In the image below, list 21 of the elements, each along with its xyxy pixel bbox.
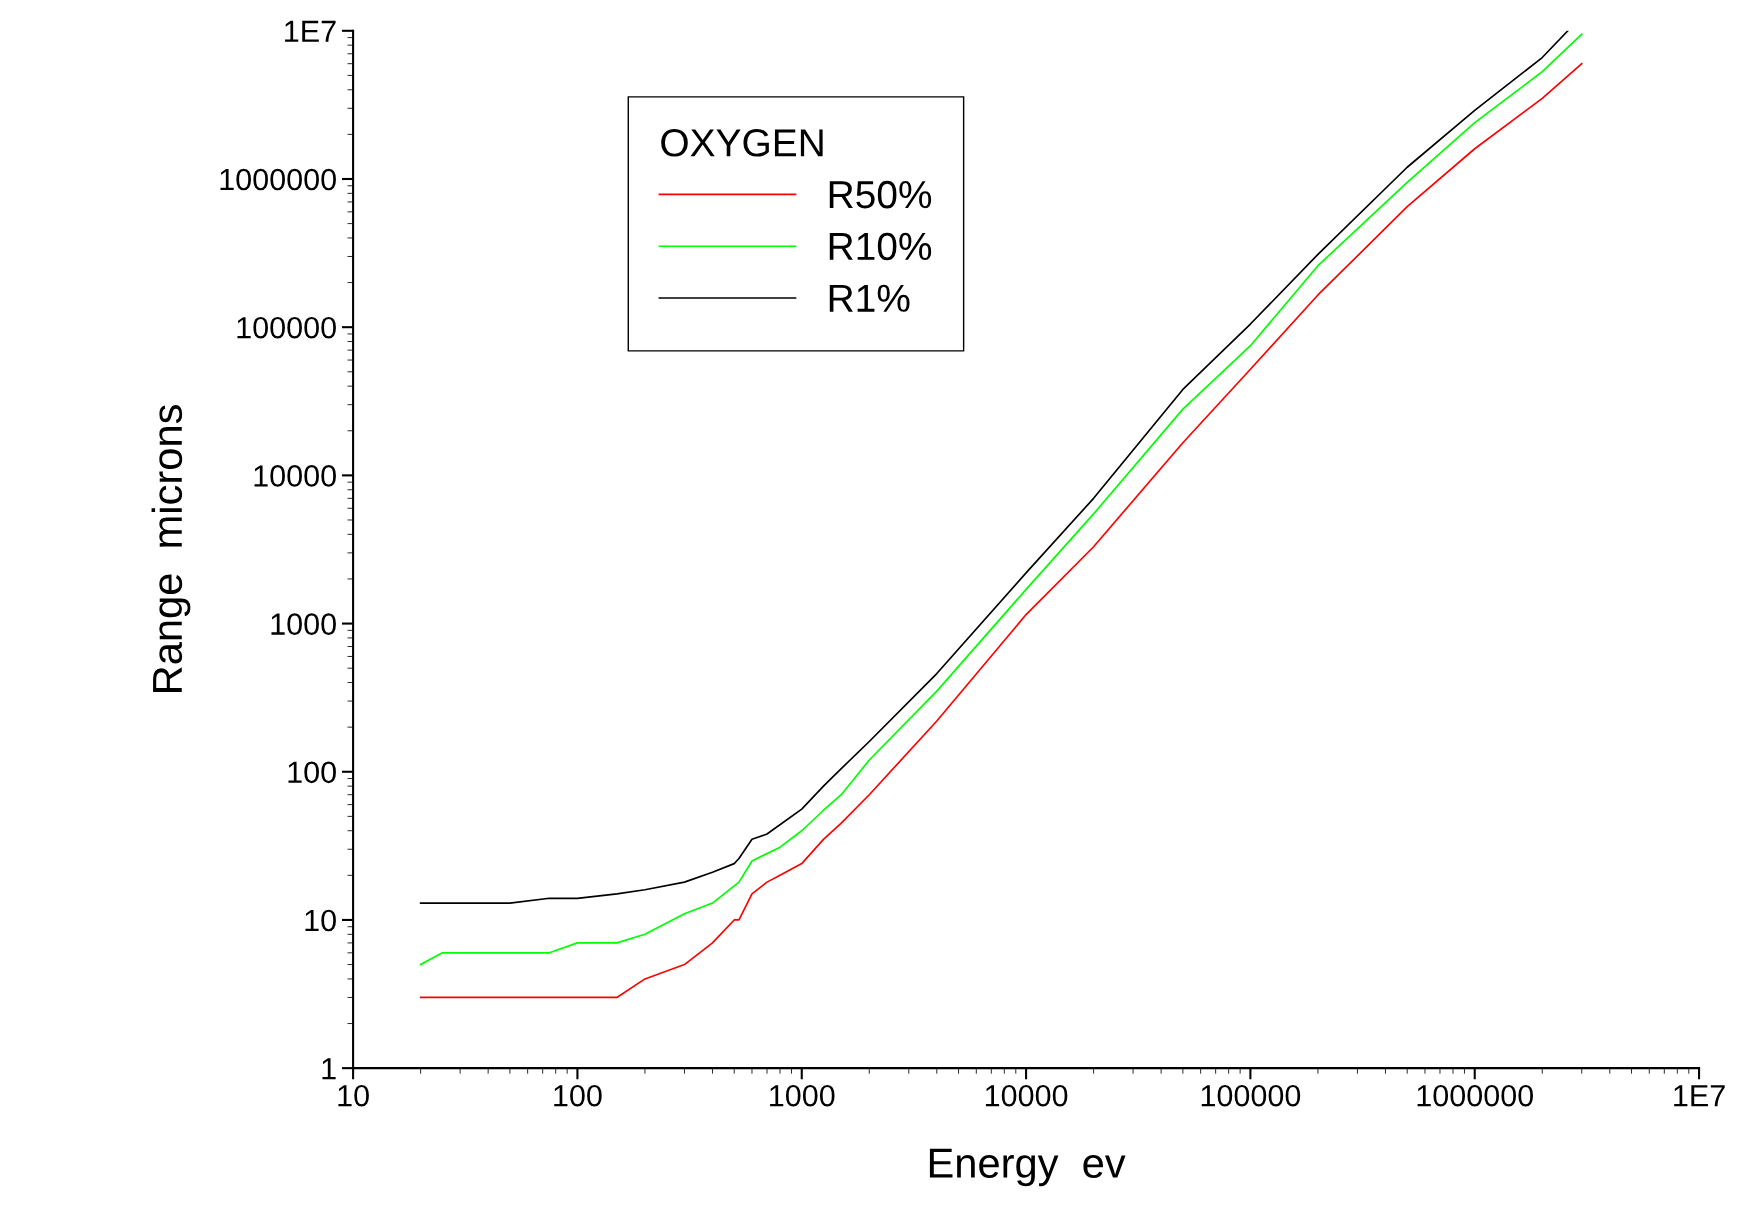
- x-tick-label: 10: [338, 1084, 369, 1107]
- legend-label: R10%: [829, 232, 932, 261]
- x-tick-label: 1000: [770, 1084, 835, 1107]
- y-tick-label: 1E7: [285, 20, 336, 42]
- legend-title: OXYGEN: [661, 129, 823, 157]
- y-axis-title: Range microns: [151, 405, 191, 692]
- x-tick-label: 100: [554, 1084, 602, 1107]
- x-tick-label: 10000: [985, 1084, 1068, 1107]
- y-tick-label: 1000: [271, 613, 336, 635]
- x-axis-title: Energy ev: [929, 1148, 1126, 1187]
- legend-label: R50%: [829, 180, 932, 209]
- y-tick-label: 100: [288, 761, 336, 784]
- y-tick-label: 10: [305, 909, 336, 932]
- y-tick-label: 1000000: [220, 168, 336, 191]
- y-tick-label: 100000: [237, 316, 336, 339]
- x-tick-label: 100000: [1201, 1084, 1301, 1107]
- y-tick-label: 1: [322, 1058, 336, 1080]
- x-tick-label: 1E7: [1674, 1085, 1725, 1107]
- legend-label: R1%: [829, 284, 910, 312]
- x-tick-label: 1000000: [1417, 1084, 1534, 1107]
- y-tick-label: 10000: [254, 465, 336, 487]
